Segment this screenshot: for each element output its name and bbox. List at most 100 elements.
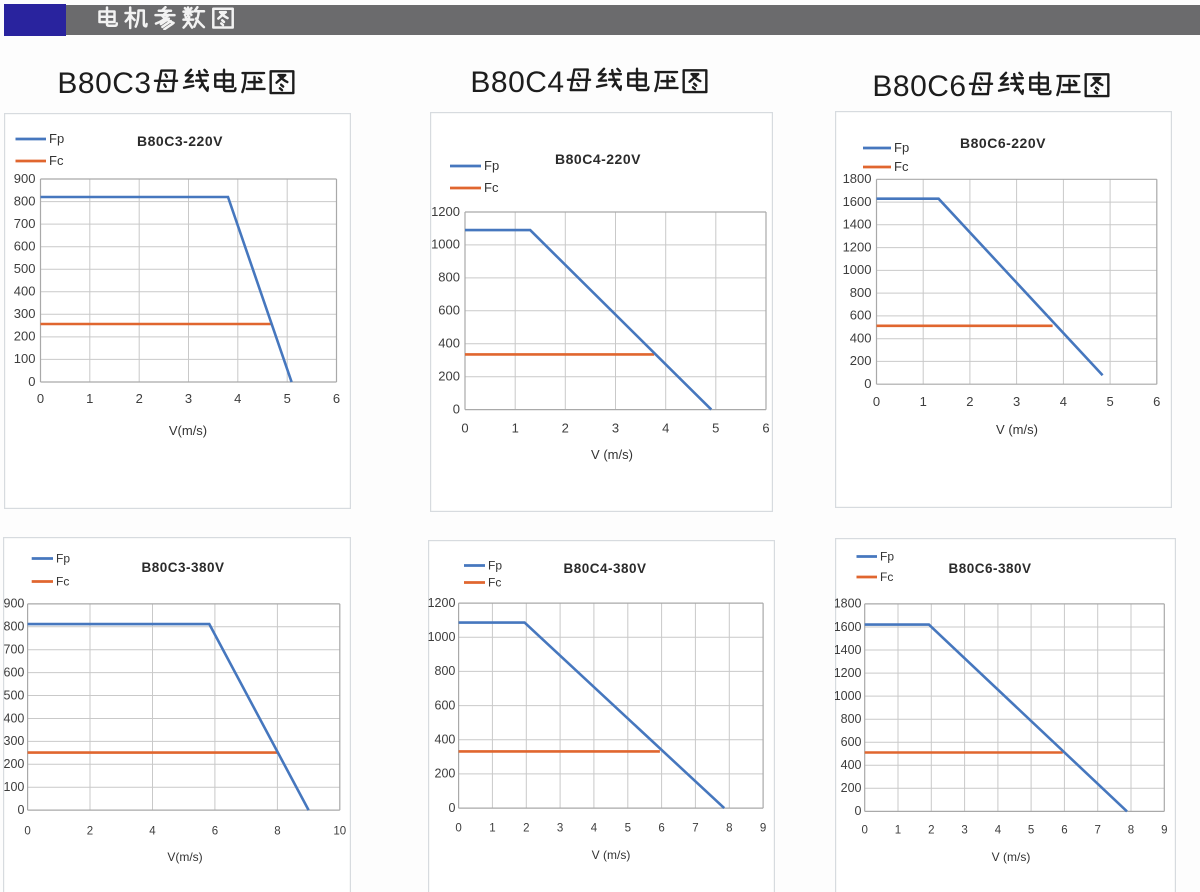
svg-text:4: 4 — [995, 825, 1002, 837]
svg-text:3: 3 — [961, 825, 967, 837]
svg-text:B80C6-220V: B80C6-220V — [960, 135, 1046, 151]
svg-text:0: 0 — [855, 804, 862, 818]
svg-text:5: 5 — [625, 823, 631, 835]
svg-text:600: 600 — [850, 308, 872, 323]
svg-text:V (m/s): V (m/s) — [591, 447, 633, 462]
svg-text:700: 700 — [4, 643, 25, 657]
svg-text:B80C6-380V: B80C6-380V — [948, 561, 1031, 576]
svg-text:2: 2 — [966, 394, 973, 409]
svg-text:4: 4 — [234, 391, 241, 406]
svg-text:1600: 1600 — [835, 620, 862, 634]
svg-text:1: 1 — [512, 421, 519, 436]
svg-text:Fc: Fc — [880, 570, 893, 584]
svg-text:6: 6 — [333, 391, 340, 406]
svg-text:5: 5 — [712, 421, 719, 436]
svg-text:400: 400 — [850, 331, 872, 346]
svg-text:900: 900 — [14, 171, 36, 186]
svg-text:1: 1 — [895, 825, 901, 837]
svg-text:Fp: Fp — [488, 559, 502, 573]
svg-text:6: 6 — [212, 826, 218, 838]
svg-text:800: 800 — [438, 270, 460, 285]
svg-text:4: 4 — [662, 421, 669, 436]
svg-text:8: 8 — [274, 826, 280, 838]
svg-text:400: 400 — [435, 733, 456, 747]
svg-text:0: 0 — [873, 394, 880, 409]
svg-text:1200: 1200 — [843, 239, 872, 254]
svg-text:600: 600 — [435, 698, 456, 712]
svg-text:B80C4-220V: B80C4-220V — [555, 151, 641, 167]
svg-text:800: 800 — [850, 285, 872, 300]
svg-text:1: 1 — [920, 394, 927, 409]
svg-text:100: 100 — [14, 351, 36, 366]
svg-text:0: 0 — [861, 825, 867, 837]
svg-text:7: 7 — [1094, 825, 1100, 837]
svg-text:0: 0 — [17, 803, 24, 817]
svg-text:600: 600 — [4, 665, 25, 679]
svg-text:6: 6 — [658, 823, 664, 835]
svg-text:8: 8 — [726, 823, 732, 835]
svg-text:500: 500 — [14, 261, 36, 276]
svg-text:1600: 1600 — [843, 194, 872, 209]
svg-text:7: 7 — [692, 823, 698, 835]
svg-text:V (m/s): V (m/s) — [992, 850, 1031, 864]
svg-text:B80C4-380V: B80C4-380V — [563, 561, 646, 576]
svg-text:Fc: Fc — [484, 180, 499, 195]
svg-text:5: 5 — [1106, 394, 1113, 409]
svg-text:0: 0 — [455, 823, 461, 835]
svg-text:0: 0 — [864, 376, 871, 391]
svg-text:6: 6 — [1061, 825, 1067, 837]
svg-text:600: 600 — [841, 735, 862, 749]
svg-text:700: 700 — [14, 216, 36, 231]
svg-text:200: 200 — [841, 781, 862, 795]
svg-text:300: 300 — [14, 306, 36, 321]
svg-text:400: 400 — [4, 711, 25, 725]
svg-text:200: 200 — [435, 767, 456, 781]
svg-text:900: 900 — [4, 597, 25, 611]
svg-text:1000: 1000 — [843, 262, 872, 277]
svg-text:B80C3-380V: B80C3-380V — [141, 560, 224, 575]
svg-text:800: 800 — [14, 193, 36, 208]
svg-text:0: 0 — [28, 374, 35, 389]
svg-text:1: 1 — [489, 823, 495, 835]
svg-text:4: 4 — [1060, 394, 1067, 409]
svg-text:4: 4 — [591, 823, 598, 835]
svg-text:6: 6 — [762, 421, 769, 436]
svg-text:200: 200 — [14, 329, 36, 344]
svg-text:3: 3 — [612, 421, 619, 436]
svg-text:800: 800 — [841, 712, 862, 726]
svg-text:1200: 1200 — [428, 596, 455, 610]
svg-text:6: 6 — [1153, 394, 1160, 409]
svg-text:800: 800 — [435, 664, 456, 678]
svg-text:0: 0 — [448, 801, 455, 815]
svg-text:3: 3 — [1013, 394, 1020, 409]
svg-text:600: 600 — [14, 239, 36, 254]
svg-text:2: 2 — [523, 823, 529, 835]
svg-text:200: 200 — [4, 757, 25, 771]
svg-text:2: 2 — [136, 391, 143, 406]
svg-text:B80C3-220V: B80C3-220V — [137, 133, 223, 149]
svg-text:Fp: Fp — [56, 552, 70, 566]
svg-text:300: 300 — [4, 734, 25, 748]
svg-text:200: 200 — [850, 353, 872, 368]
svg-text:1: 1 — [86, 391, 93, 406]
svg-text:1200: 1200 — [431, 204, 460, 219]
svg-text:V(m/s): V(m/s) — [169, 423, 207, 438]
svg-text:1800: 1800 — [835, 597, 862, 611]
svg-text:400: 400 — [841, 758, 862, 772]
svg-text:Fp: Fp — [894, 140, 909, 155]
svg-text:V (m/s): V (m/s) — [996, 422, 1038, 437]
svg-text:0: 0 — [37, 391, 44, 406]
svg-text:400: 400 — [14, 284, 36, 299]
svg-text:V(m/s): V(m/s) — [167, 850, 202, 864]
svg-text:3: 3 — [185, 391, 192, 406]
svg-text:0: 0 — [461, 421, 468, 436]
svg-text:200: 200 — [438, 369, 460, 384]
svg-text:Fp: Fp — [880, 550, 894, 564]
svg-text:0: 0 — [453, 401, 460, 416]
svg-text:800: 800 — [4, 620, 25, 634]
svg-text:V (m/s): V (m/s) — [592, 848, 631, 862]
svg-text:1000: 1000 — [835, 689, 862, 703]
svg-text:1200: 1200 — [835, 666, 862, 680]
svg-text:1800: 1800 — [843, 171, 872, 186]
svg-text:2: 2 — [928, 825, 934, 837]
